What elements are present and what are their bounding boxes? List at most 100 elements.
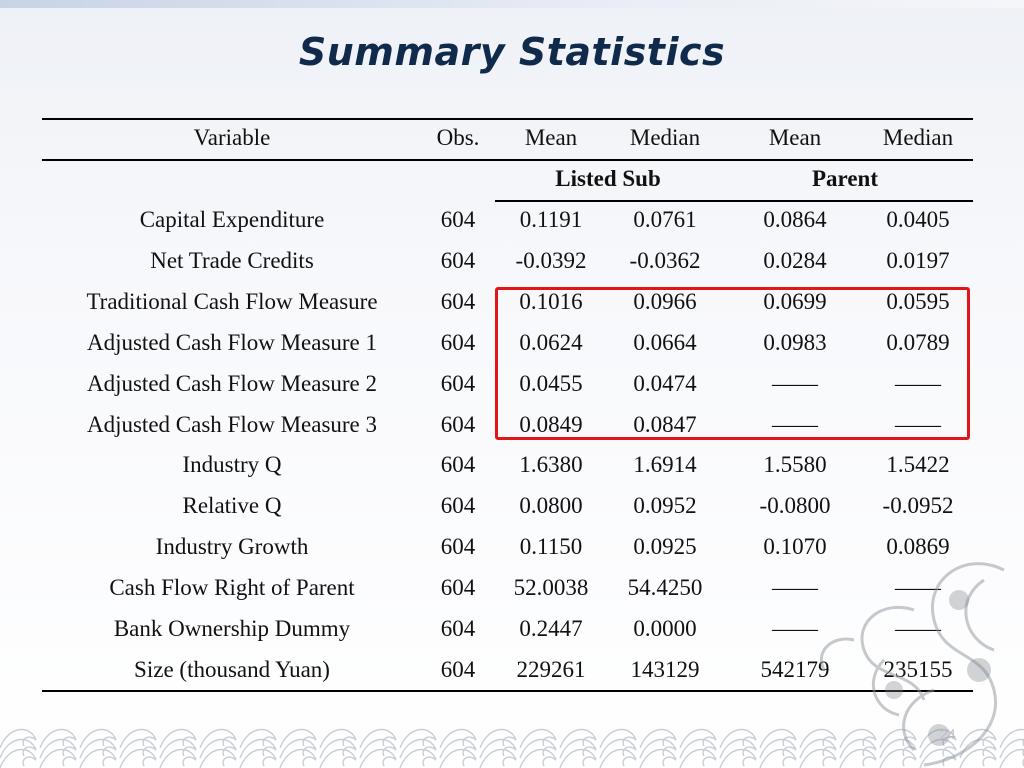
wave-stroke (279, 748, 317, 768)
wave-stroke (439, 728, 477, 749)
table-cell: 0.0474 (633, 371, 697, 396)
row-label: Adjusted Cash Flow Measure 2 (86, 371, 378, 396)
table-cell: 0.0966 (633, 289, 697, 314)
wave-stroke (119, 738, 157, 759)
table-cell: 0.0699 (763, 289, 827, 314)
wave-stroke (599, 738, 637, 759)
table-cell: 0.1191 (519, 207, 583, 232)
wave-stroke (799, 728, 837, 749)
table-cell: 1.5580 (763, 452, 827, 477)
row-label: Net Trade Credits (150, 248, 314, 273)
table-bottom-rule (42, 690, 973, 692)
table-cell: 604 (440, 493, 476, 518)
table-cell: 0.0284 (763, 248, 827, 273)
table-cell: 52.0038 (513, 575, 589, 600)
table-cell: 0.0849 (519, 412, 583, 437)
wave-stroke (799, 748, 837, 768)
table-cell: —— (895, 371, 941, 396)
wave-stroke (559, 748, 597, 768)
column-header: Median (882, 125, 954, 150)
wave-stroke (239, 738, 277, 759)
row-label: Adjusted Cash Flow Measure 3 (86, 412, 378, 437)
wave-stroke (639, 728, 677, 749)
dragon-illustration (819, 562, 1005, 767)
wave-stroke (639, 748, 677, 768)
group-header-listed-sub: Listed Sub (555, 166, 661, 191)
wave-stroke (479, 748, 517, 768)
wave-stroke (279, 728, 317, 749)
table-cell: —— (772, 371, 818, 396)
wave-stroke (719, 738, 757, 759)
table-cell: 1.6380 (519, 452, 583, 477)
wave-stroke (959, 748, 997, 768)
wave-stroke (759, 748, 797, 768)
wave-stroke (0, 748, 37, 768)
wave-stroke (519, 728, 557, 749)
wave-stroke (479, 738, 517, 759)
wave-stroke (479, 728, 517, 749)
table-cell: -0.0800 (759, 493, 831, 518)
wave-stroke (79, 738, 117, 759)
wave-stroke (0, 728, 37, 749)
wave-stroke (159, 738, 197, 759)
group-underline-rule (495, 200, 973, 202)
row-label: Size (thousand Yuan) (134, 657, 330, 682)
table-cell: 604 (440, 616, 476, 641)
table-cell: 0.0847 (633, 412, 697, 437)
wave-stroke (359, 728, 397, 749)
wave-stroke (839, 748, 877, 768)
wave-stroke (319, 728, 357, 749)
highlight-box (495, 287, 970, 440)
wave-stroke (639, 738, 677, 759)
wave-pattern (0, 728, 1024, 768)
wave-stroke (359, 748, 397, 768)
table-cell: 604 (440, 657, 476, 682)
table-cell: 0.0800 (519, 493, 583, 518)
wave-stroke (239, 728, 277, 749)
wave-stroke (119, 748, 157, 768)
table-cell: 604 (440, 412, 476, 437)
column-header: Variable (193, 125, 271, 150)
row-label: Bank Ownership Dummy (113, 616, 351, 641)
wave-stroke (679, 748, 717, 768)
table-cell: 604 (440, 534, 476, 559)
table-cell: 0.0925 (633, 534, 697, 559)
table-cell: -0.0362 (629, 248, 701, 273)
wave-stroke (159, 748, 197, 768)
wave-stroke (679, 738, 717, 759)
wave-stroke (399, 748, 437, 768)
row-label: Capital Expenditure (139, 207, 325, 232)
wave-stroke (879, 748, 917, 768)
row-label: Traditional Cash Flow Measure (86, 289, 378, 314)
table-cell: 0.0405 (886, 207, 950, 232)
table-cell: 0.0952 (633, 493, 697, 518)
wave-stroke (919, 728, 957, 749)
wave-stroke (79, 748, 117, 768)
column-header: Obs. (436, 125, 480, 150)
slide-title: Summary Statistics (298, 30, 726, 74)
table-cell: 0.0789 (886, 330, 950, 355)
wave-stroke (39, 738, 77, 759)
group-header-parent: Parent (811, 166, 879, 191)
wave-stroke (199, 738, 237, 759)
wave-stroke (439, 738, 477, 759)
table-cell: 0.0664 (633, 330, 697, 355)
wave-stroke (879, 728, 917, 749)
table-cell: —— (772, 412, 818, 437)
wave-stroke (519, 748, 557, 768)
wave-stroke (199, 748, 237, 768)
row-label: Cash Flow Right of Parent (109, 575, 355, 600)
table-cell: 604 (440, 207, 476, 232)
table-cell: 0.2447 (519, 616, 583, 641)
table-cell: 542179 (760, 657, 830, 682)
header-bottom-rule (42, 159, 973, 161)
wave-stroke (839, 738, 877, 759)
table-cell: 143129 (630, 657, 700, 682)
table-cell: 0.1150 (519, 534, 583, 559)
column-header: Mean (768, 125, 822, 150)
top-band (0, 0, 1024, 8)
table-cell: 0.0595 (886, 289, 950, 314)
row-label: Relative Q (182, 493, 282, 518)
wave-stroke (359, 738, 397, 759)
wave-stroke (799, 738, 837, 759)
